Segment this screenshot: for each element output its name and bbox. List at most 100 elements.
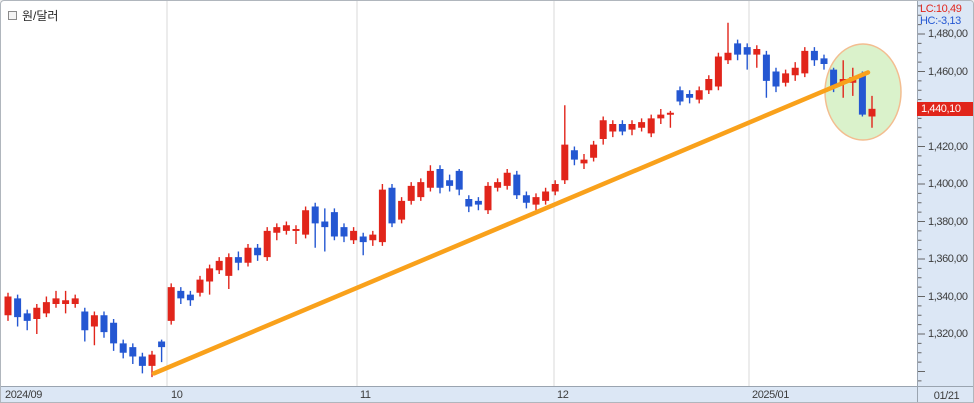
candle-body	[186, 294, 194, 301]
x-axis-label: 2024/09	[5, 389, 42, 401]
candle-body	[177, 290, 185, 299]
candle-body	[378, 189, 386, 243]
y-axis-background	[918, 1, 973, 402]
candle-body	[465, 199, 473, 207]
candle-body	[33, 307, 41, 319]
candle-body	[81, 311, 89, 331]
candle-body	[62, 300, 70, 304]
current-price-label: 1,440,10	[921, 102, 961, 115]
candle-body	[609, 124, 617, 132]
candle-body	[772, 71, 780, 87]
current-price-tag: 1,440,10	[917, 101, 973, 116]
candle-body	[71, 298, 79, 304]
hc-readout: HC:-3,13	[920, 15, 961, 27]
candle-body	[762, 54, 770, 81]
candle-body	[686, 94, 694, 98]
candle-body	[426, 170, 434, 188]
candle-body	[273, 227, 281, 233]
candle-body	[52, 298, 60, 304]
x-axis-label: 2025/01	[752, 389, 789, 401]
candle-body	[858, 75, 866, 115]
candle-body	[119, 343, 127, 353]
axis-corner-date-box: 01/21	[918, 387, 973, 402]
candle-body	[513, 174, 521, 196]
candle-body	[657, 114, 665, 119]
candle-body	[158, 341, 166, 348]
candle-body	[638, 122, 646, 128]
chart-title: 원/달러	[22, 9, 59, 23]
candle-body	[330, 212, 338, 237]
candle-body	[753, 49, 761, 55]
x-axis-label: 12	[557, 389, 569, 401]
candle-body	[138, 356, 146, 366]
candle-body	[359, 236, 367, 243]
candle-body	[820, 58, 828, 64]
y-axis-label: 1,360,00	[928, 253, 968, 265]
candle-body	[714, 56, 722, 87]
candle-body	[724, 52, 732, 61]
candle-body	[244, 247, 252, 263]
candle-body	[446, 180, 454, 186]
candle-body	[484, 185, 492, 211]
candle-body	[90, 315, 98, 327]
candle-body	[254, 247, 262, 256]
candle-body	[196, 279, 204, 293]
candle-body	[666, 112, 674, 115]
y-axis-label: 1,400,00	[928, 178, 968, 190]
candle-body	[340, 227, 348, 237]
candle-body	[455, 170, 463, 190]
candle-body	[532, 197, 540, 205]
candle-body	[570, 150, 578, 160]
candle-body	[868, 108, 876, 117]
candle-body	[628, 124, 636, 130]
candle-body	[321, 221, 329, 228]
chart-title-row: 원/달러	[8, 7, 58, 24]
last-date-label: 01/21	[933, 389, 960, 402]
y-axis-label: 1,460,00	[928, 65, 968, 78]
y-axis-label: 1,380,00	[928, 215, 968, 228]
candle-body	[580, 159, 588, 164]
candle-body	[110, 322, 118, 344]
candle-body	[225, 257, 233, 276]
candle-body	[503, 172, 511, 186]
candle-body	[407, 185, 415, 201]
candle-body	[167, 287, 175, 321]
candle-body	[522, 195, 530, 203]
candle-body	[618, 124, 626, 132]
candle-body	[234, 257, 242, 263]
candle-body	[23, 313, 31, 321]
candle-body	[263, 230, 271, 258]
y-axis-label: 1,320,00	[928, 328, 968, 340]
candle-body	[398, 200, 406, 220]
candle-body	[4, 296, 12, 316]
candle-body	[350, 230, 358, 241]
candle-body	[215, 260, 223, 271]
candle-body	[129, 347, 137, 357]
candle-body	[494, 182, 502, 188]
trendline	[151, 70, 871, 376]
candle-body	[292, 229, 300, 231]
candle-body	[388, 187, 396, 224]
candle-body	[676, 90, 684, 102]
candle-body	[282, 225, 290, 231]
candle-body	[551, 184, 559, 192]
candle-body	[474, 200, 482, 205]
candle-body	[206, 268, 214, 282]
candle-body	[14, 298, 22, 318]
x-axis-label: 10	[171, 389, 183, 401]
candle-body	[542, 191, 550, 201]
x-axis-background	[1, 387, 917, 402]
candle-body	[647, 118, 655, 134]
candle-body	[830, 69, 838, 87]
candle-body	[695, 90, 703, 100]
series-legend-square-icon	[8, 11, 17, 20]
candle-body	[791, 67, 799, 76]
candle-body	[590, 144, 598, 158]
candle-body	[148, 354, 156, 366]
candle-body	[743, 47, 751, 55]
candle-body	[599, 120, 607, 139]
candle-body	[311, 206, 319, 224]
candle-body	[810, 50, 818, 61]
